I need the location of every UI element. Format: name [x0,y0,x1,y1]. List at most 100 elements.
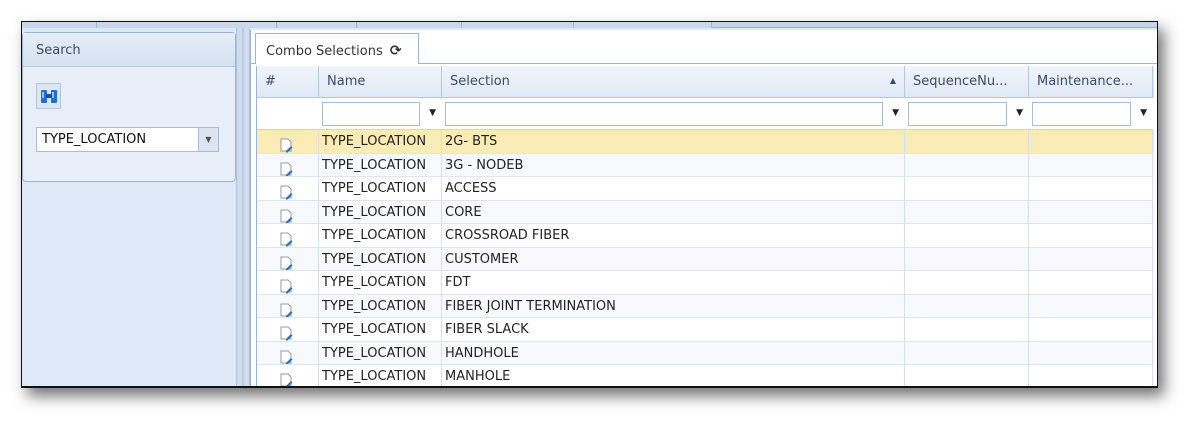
maintenance-cell [1029,200,1153,224]
sequence-cell [905,365,1029,386]
combo-select[interactable]: TYPE_LOCATION ▼ [36,127,219,152]
filter-input-name[interactable] [322,102,420,126]
main-panel: Combo Selections ⟳ # Name Selection ▲ Seq… [250,30,1157,388]
data-grid: # Name Selection ▲ SequenceNu... Maintena… [256,66,1154,388]
column-header-name[interactable]: Name [319,66,442,98]
edit-document-icon[interactable] [280,279,293,294]
edit-document-icon[interactable] [280,373,293,388]
top-tab-strip [22,22,1157,28]
table-row[interactable]: TYPE_LOCATION ACCESS [257,177,1154,201]
filter-input-maintenance[interactable] [1032,102,1131,126]
table-row[interactable]: TYPE_LOCATION CROSSROAD FIBER [257,224,1154,248]
edit-document-icon[interactable] [280,138,293,153]
edit-cell [257,318,319,342]
filter-icon[interactable]: ▼ [429,108,436,118]
table-row[interactable]: TYPE_LOCATION FIBER JOINT TERMINATION [257,294,1154,318]
selection-cell: CUSTOMER [442,247,905,271]
name-cell: TYPE_LOCATION [319,365,442,386]
binoculars-icon [40,90,57,103]
table-row[interactable]: TYPE_LOCATION FDT [257,271,1154,295]
name-cell: TYPE_LOCATION [319,224,442,248]
search-panel-title: Search [23,33,235,67]
sequence-cell [905,247,1029,271]
chevron-down-icon[interactable]: ▼ [198,128,218,151]
sequence-cell [905,177,1029,201]
filter-cell-selection: ▼ [442,98,905,130]
edit-document-icon[interactable] [280,326,293,341]
edit-document-icon[interactable] [280,232,293,247]
table-row[interactable]: TYPE_LOCATION FIBER SLACK [257,318,1154,342]
sequence-cell [905,341,1029,365]
table-row[interactable]: TYPE_LOCATION 2G- BTS [257,130,1154,154]
maintenance-cell [1029,271,1153,295]
top-tab[interactable] [462,22,574,28]
edit-cell [257,224,319,248]
maintenance-cell [1029,341,1153,365]
refresh-icon[interactable]: ⟳ [389,43,402,59]
maintenance-cell [1029,153,1153,177]
sequence-cell [905,153,1029,177]
tab-combo-selections[interactable]: Combo Selections ⟳ [255,33,419,64]
column-header-maintenance[interactable]: Maintenance... [1029,66,1153,98]
edit-document-icon[interactable] [280,303,293,318]
maintenance-cell [1029,177,1153,201]
edit-cell [257,365,319,388]
edit-document-icon[interactable] [280,209,293,224]
column-header-number[interactable]: # [257,66,319,98]
combo-value: TYPE_LOCATION [42,132,147,147]
name-cell: TYPE_LOCATION [319,130,442,154]
maintenance-cell [1029,224,1153,248]
edit-document-icon[interactable] [280,350,293,365]
table-row[interactable]: TYPE_LOCATION HANDHOLE [257,341,1154,365]
column-header-label: Selection [450,74,510,89]
name-cell: TYPE_LOCATION [319,177,442,201]
top-tab[interactable] [357,22,462,28]
filter-cell-maintenance: ▼ [1029,98,1153,130]
tab-divider [251,63,1157,64]
edit-cell [257,200,319,224]
name-cell: TYPE_LOCATION [319,153,442,177]
filter-icon[interactable]: ▼ [1140,108,1147,118]
selection-cell: CORE [442,200,905,224]
table-row[interactable]: TYPE_LOCATION CORE [257,200,1154,224]
edit-cell [257,271,319,295]
maintenance-cell [1029,294,1153,318]
filter-input-selection[interactable] [445,102,883,126]
name-cell: TYPE_LOCATION [319,247,442,271]
grid-body: TYPE_LOCATION 2G- BTS TYPE_LOCATION 3G -… [257,130,1154,388]
column-header-selection[interactable]: Selection ▲ [442,66,905,98]
edit-document-icon[interactable] [280,162,293,177]
table-row[interactable]: TYPE_LOCATION 3G - NODEB [257,153,1154,177]
top-tab[interactable] [22,22,97,28]
name-cell: TYPE_LOCATION [319,318,442,342]
sequence-cell [905,318,1029,342]
edit-document-icon[interactable] [280,256,293,271]
sequence-cell [905,224,1029,248]
top-tab[interactable] [574,22,712,28]
filter-icon[interactable]: ▼ [1016,108,1023,118]
sort-ascending-icon: ▲ [889,76,896,85]
top-tab[interactable] [97,22,277,28]
selection-cell: FIBER SLACK [442,318,905,342]
edit-cell [257,177,319,201]
table-row[interactable]: TYPE_LOCATION MANHOLE [257,365,1154,388]
filter-icon[interactable]: ▼ [892,108,899,118]
sequence-cell [905,130,1029,154]
maintenance-cell [1029,318,1153,342]
edit-document-icon[interactable] [280,185,293,200]
selection-cell: FIBER JOINT TERMINATION [442,294,905,318]
name-cell: TYPE_LOCATION [319,294,442,318]
table-row[interactable]: TYPE_LOCATION CUSTOMER [257,247,1154,271]
name-cell: TYPE_LOCATION [319,200,442,224]
top-tab[interactable] [277,22,357,28]
app-window: Search TYPE_LOCATION ▼ Combo Selections … [21,21,1158,388]
splitter[interactable] [236,28,250,386]
name-cell: TYPE_LOCATION [319,271,442,295]
tab-label: Combo Selections [266,44,383,59]
search-panel: Search TYPE_LOCATION ▼ [22,32,236,182]
maintenance-cell [1029,247,1153,271]
find-button[interactable] [36,83,61,109]
column-header-sequence-number[interactable]: SequenceNu... [905,66,1029,98]
edit-cell [257,341,319,365]
filter-input-sequence[interactable] [908,102,1007,126]
